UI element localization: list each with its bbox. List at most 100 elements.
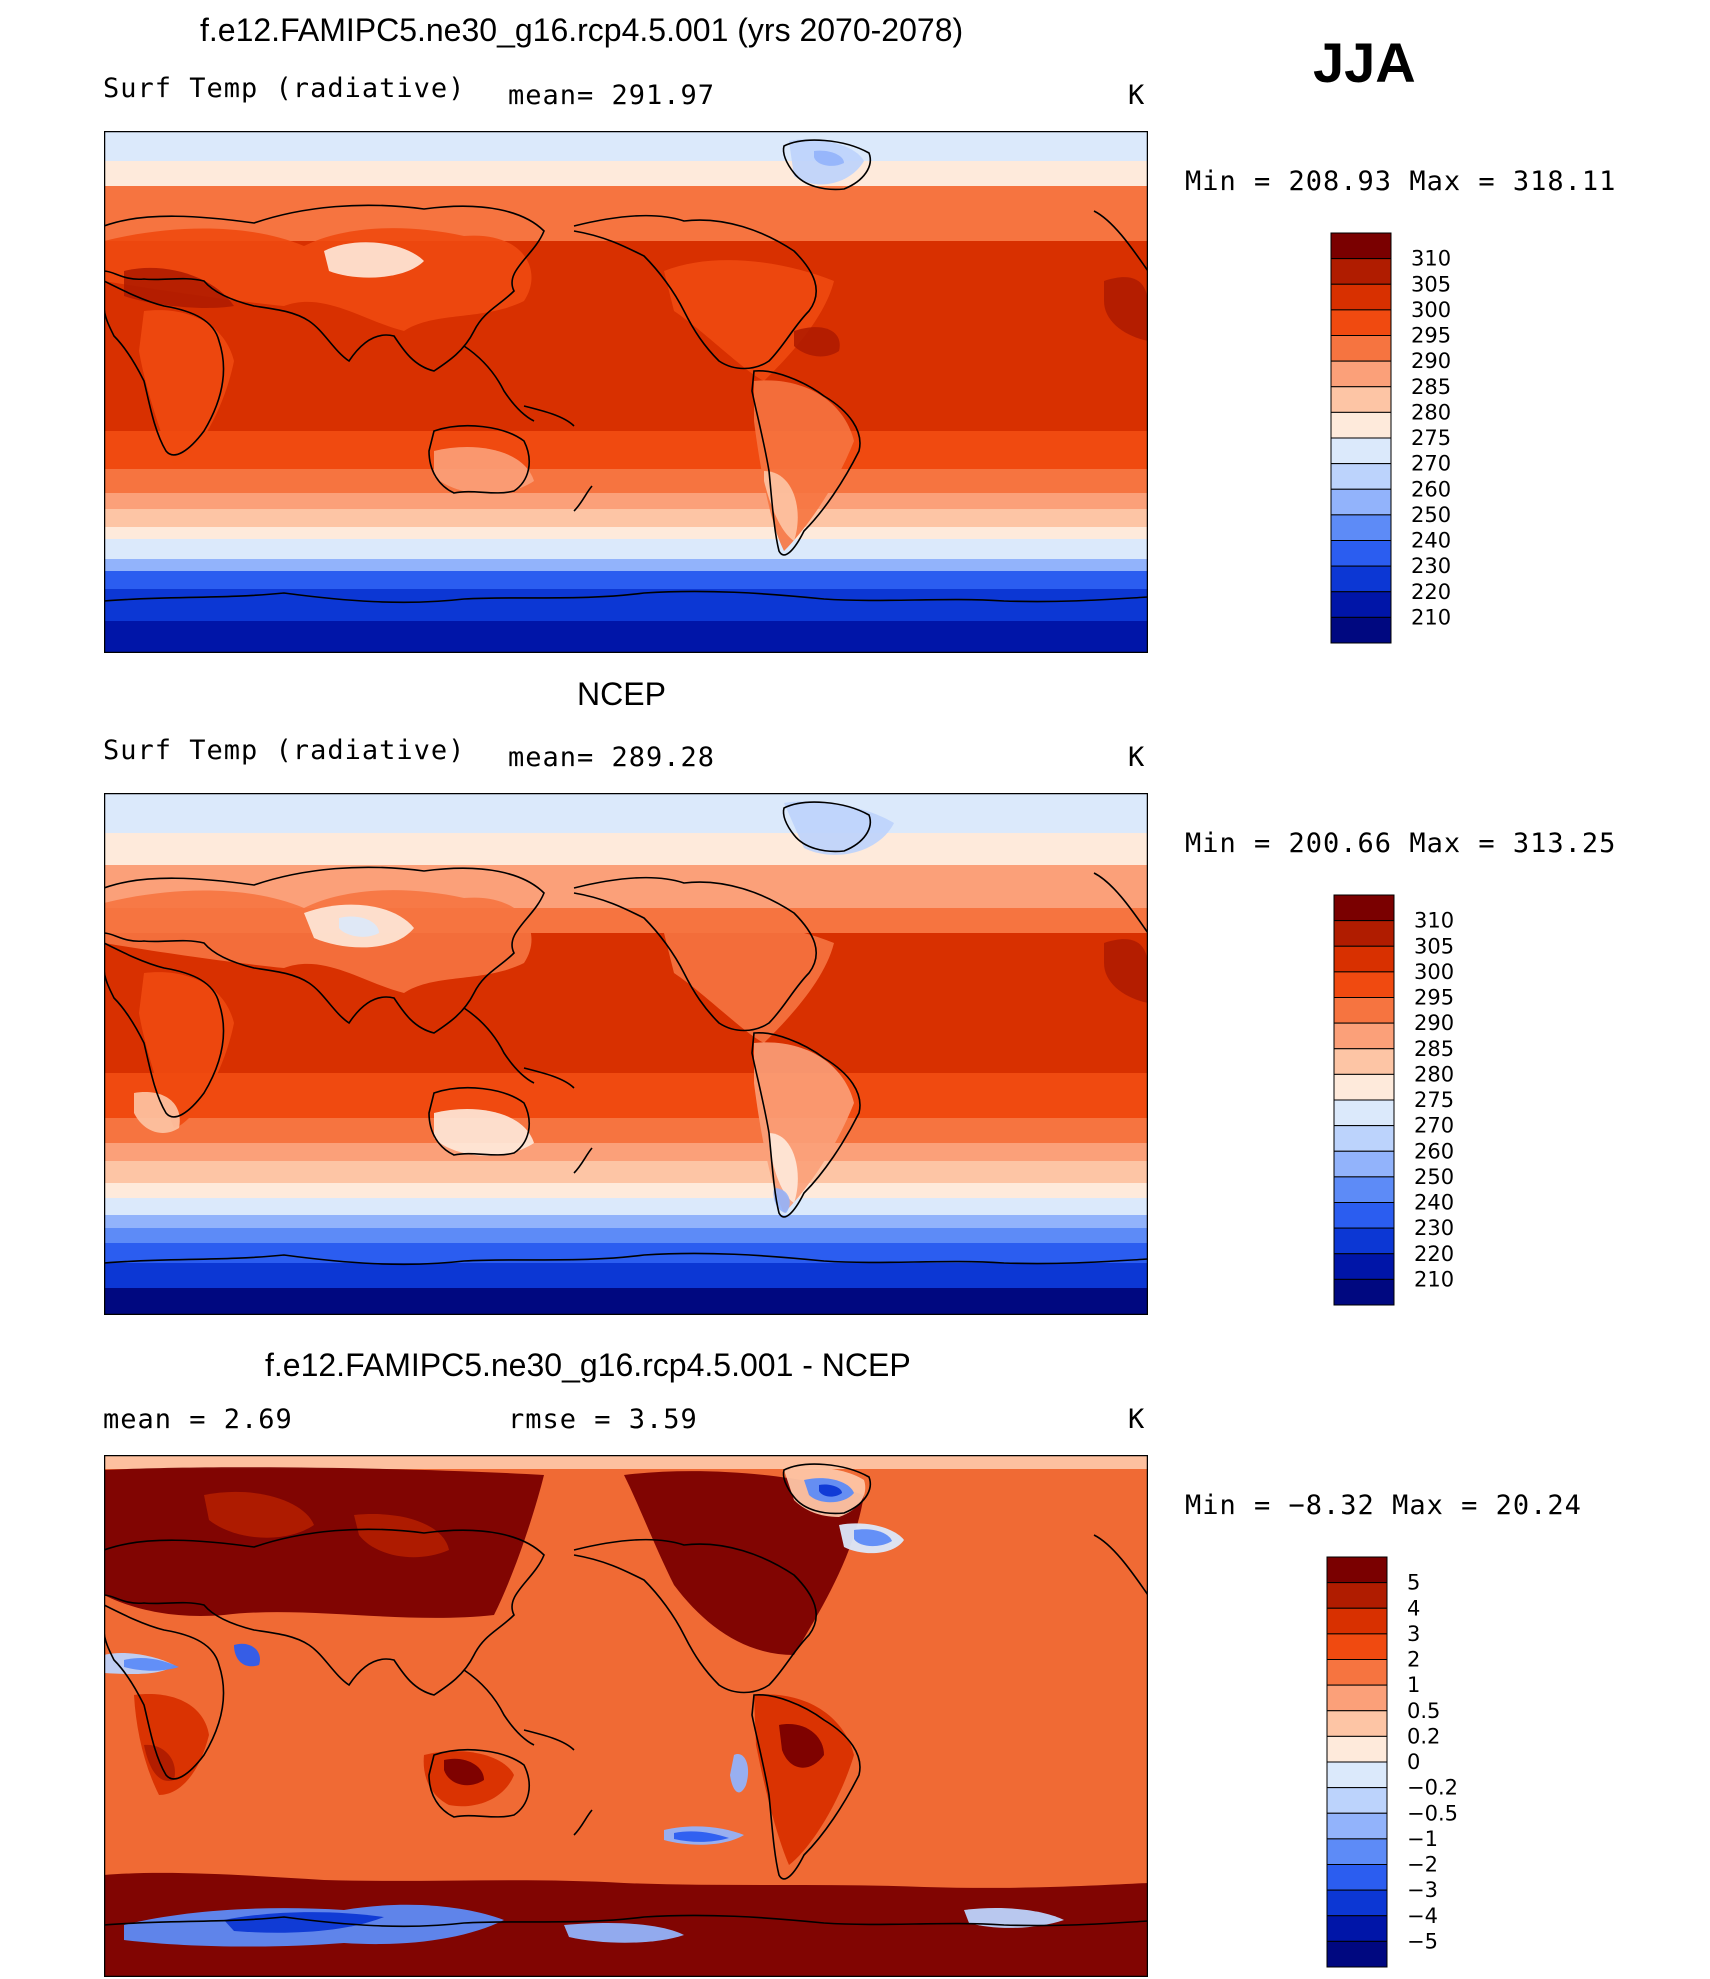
coastlines	[104, 801, 1148, 1266]
rmse-label-diff: rmse = 3.59	[508, 1404, 698, 1435]
colorbar-swatch	[1326, 1607, 1388, 1635]
minmax-label-obs: Min = 200.66 Max = 313.25	[1185, 828, 1617, 859]
colorbar-swatch	[1330, 514, 1392, 541]
colorbar-swatch	[1333, 920, 1395, 947]
units-label-model: K	[1128, 80, 1146, 111]
colorbar-swatch	[1330, 565, 1392, 593]
colorbar-swatch	[1326, 1659, 1388, 1686]
colorbar-tick-label: 1	[1407, 1673, 1420, 1697]
colorbar-tick-label: −3	[1407, 1878, 1438, 1902]
colorbar-swatch	[1330, 309, 1392, 336]
map-obs	[104, 793, 1148, 1315]
colorbar-swatch	[1330, 463, 1392, 490]
colorbar-swatch	[1333, 1253, 1395, 1280]
colorbar-swatch	[1326, 1684, 1388, 1712]
colorbar-swatch	[1326, 1812, 1388, 1840]
colorbar-swatch	[1326, 1915, 1388, 1942]
colorbar-swatch	[1333, 1125, 1395, 1152]
colorbar-tick-label: 210	[1411, 605, 1451, 629]
variable-label-model: Surf Temp (radiative)	[103, 73, 466, 104]
mean-label-diff: mean = 2.69	[103, 1404, 293, 1435]
colorbar-swatch	[1326, 1633, 1388, 1660]
colorbar-tick-label: 285	[1411, 375, 1451, 399]
colorbar-tick-label: 250	[1411, 503, 1451, 527]
colorbar-swatch	[1330, 232, 1392, 260]
colorbar-tick-label: 0	[1407, 1750, 1420, 1774]
colorbar-tick-label: 230	[1414, 1216, 1454, 1240]
colorbar-swatch	[1326, 1735, 1388, 1763]
colorbar-tick-label: 275	[1414, 1088, 1454, 1112]
colorbar-tick-label: 0.2	[1407, 1724, 1440, 1748]
colorbar-swatch	[1326, 1864, 1388, 1891]
colorbar-tick-label: 4	[1407, 1596, 1420, 1620]
colorbar-tick-label: 290	[1411, 349, 1451, 373]
colorbar-tick-label: 275	[1411, 426, 1451, 450]
colorbar-swatch	[1333, 1202, 1395, 1229]
variable-label-obs: Surf Temp (radiative)	[103, 735, 466, 766]
colorbar-tick-label: 210	[1414, 1267, 1454, 1291]
colorbar-swatch	[1330, 591, 1392, 618]
land-shading	[104, 139, 1148, 551]
colorbar-tick-label: 220	[1414, 1242, 1454, 1266]
colorbar-swatch	[1333, 971, 1395, 998]
mean-label-model: mean= 291.97	[508, 80, 716, 111]
colorbar-swatch	[1333, 1099, 1395, 1127]
colorbar-tick-label: −5	[1407, 1929, 1438, 1953]
colorbar-tick-label: 305	[1414, 934, 1454, 958]
colorbar-swatch	[1326, 1761, 1388, 1789]
colorbar-tick-label: 220	[1411, 580, 1451, 604]
colorbar-swatch	[1326, 1710, 1388, 1737]
colorbar-swatch	[1330, 540, 1392, 567]
colorbar-swatch	[1333, 1048, 1395, 1075]
latitude-bands	[104, 131, 1148, 653]
colorbar-obs: 3103053002952902852802752702602502402302…	[1333, 894, 1454, 1306]
colorbar-swatch	[1330, 386, 1392, 413]
colorbar-swatch	[1326, 1787, 1388, 1814]
colorbar-tick-label: 300	[1414, 960, 1454, 984]
colorbar-swatch	[1333, 945, 1395, 973]
colorbar-swatch	[1330, 488, 1392, 516]
coastlines	[104, 1463, 1148, 1928]
colorbar-swatch	[1326, 1889, 1388, 1917]
colorbar-tick-label: 250	[1414, 1165, 1454, 1189]
colorbar-tick-label: 310	[1411, 247, 1451, 271]
map-model	[104, 131, 1148, 653]
colorbar-tick-label: 3	[1407, 1622, 1420, 1646]
colorbar-tick-label: −4	[1407, 1904, 1438, 1928]
colorbar-tick-label: −0.2	[1407, 1776, 1458, 1800]
colorbar-swatch	[1333, 1022, 1395, 1050]
minmax-label-diff: Min = −8.32 Max = 20.24	[1185, 1490, 1582, 1521]
colorbar-tick-label: −1	[1407, 1827, 1438, 1851]
colorbar-tick-label: 260	[1411, 477, 1451, 501]
colorbar-tick-label: 240	[1411, 529, 1451, 553]
colorbar-tick-label: 295	[1414, 986, 1454, 1010]
colorbar-swatch	[1330, 411, 1392, 439]
mean-label-obs: mean= 289.28	[508, 742, 716, 773]
colorbar-swatch	[1326, 1582, 1388, 1609]
colorbar-tick-label: 280	[1411, 400, 1451, 424]
colorbar-swatch	[1333, 1176, 1395, 1203]
colorbar-tick-label: 305	[1411, 272, 1451, 296]
colorbar-tick-label: 230	[1411, 554, 1451, 578]
colorbar-swatch	[1330, 616, 1392, 644]
colorbar-swatch	[1330, 258, 1392, 285]
panel-title-diff: f.e12.FAMIPC5.ne30_g16.rcp4.5.001 - NCEP	[265, 1347, 911, 1383]
colorbar-tick-label: −0.5	[1407, 1801, 1458, 1825]
colorbar-tick-label: 260	[1414, 1139, 1454, 1163]
colorbar-swatch	[1326, 1556, 1388, 1584]
colorbar-swatch	[1326, 1940, 1388, 1968]
colorbar-tick-label: 270	[1414, 1114, 1454, 1138]
colorbar-tick-label: 270	[1411, 452, 1451, 476]
colorbar-tick-label: 285	[1414, 1037, 1454, 1061]
colorbar-swatch	[1330, 335, 1392, 362]
colorbar-tick-label: 310	[1414, 909, 1454, 933]
colorbar-tick-label: 5	[1407, 1571, 1420, 1595]
colorbar-tick-label: 0.5	[1407, 1699, 1440, 1723]
coastlines	[104, 139, 1148, 604]
colorbar-swatch	[1333, 1073, 1395, 1101]
latitude-bands	[104, 793, 1148, 1315]
minmax-label-model: Min = 208.93 Max = 318.11	[1185, 166, 1617, 197]
colorbar-swatch	[1333, 1278, 1395, 1306]
colorbar-swatch	[1333, 894, 1395, 922]
colorbar-swatch	[1330, 283, 1392, 311]
